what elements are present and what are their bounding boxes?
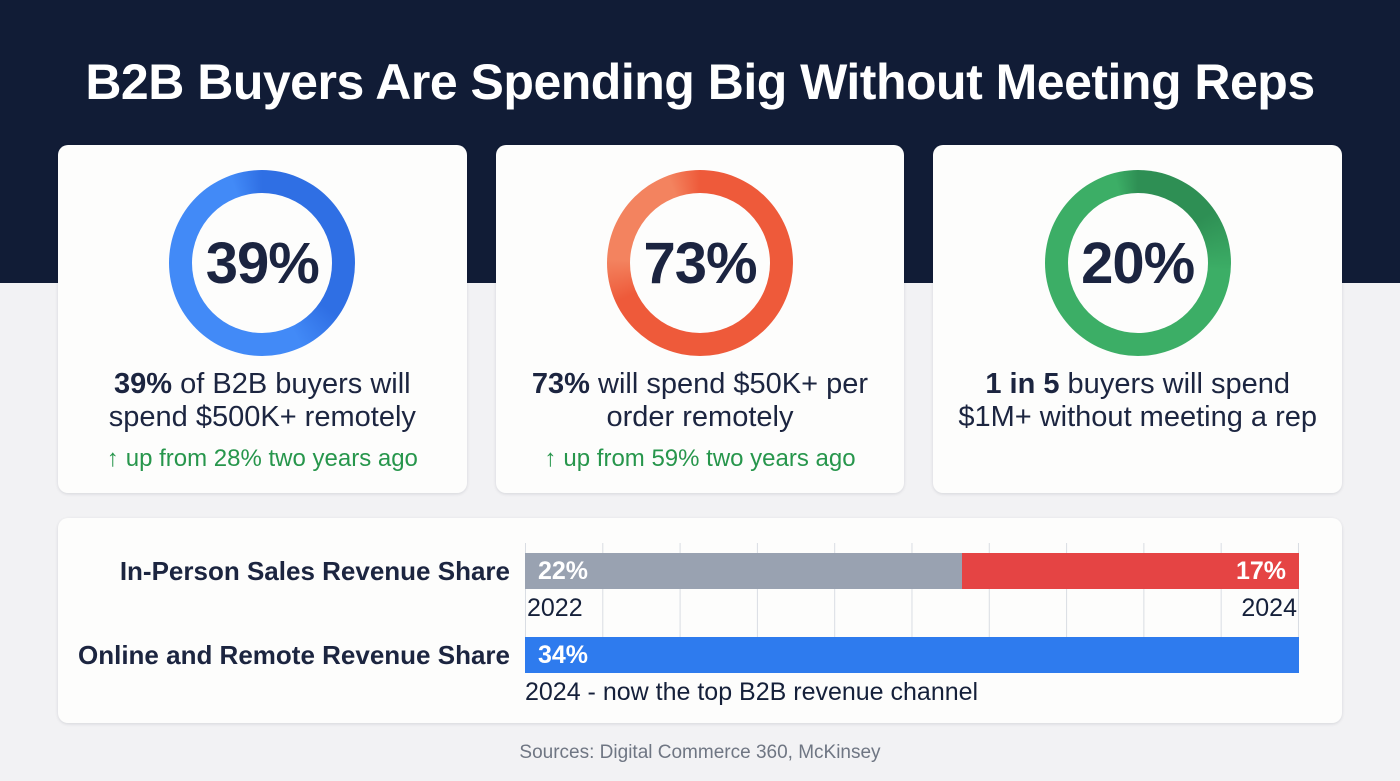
bar-2024-red: 17% [961,553,1299,589]
stat-description-rest: will spend $50K+ per order remotely [589,368,869,433]
bar-value-17: 17% [1235,556,1286,585]
donut-chart-blue: 39% [169,170,356,356]
sources-note: Sources: Digital Commerce 360, McKinsey [519,742,881,763]
online-bar-row: 34% [525,637,1299,673]
bar-2022-gray: 22% [525,553,962,589]
donut-chart-green: 20% [1044,170,1231,356]
trend-note: ↑ up from 28% two years ago [107,445,418,473]
donut-value: 39% [205,230,320,296]
stat-card-1m: 20% 1 in 5 buyers will spend $1M+ withou… [933,145,1343,493]
donut-center: 73% [630,193,770,333]
revenue-chart-card: In-Person Sales Revenue Share Online and… [58,518,1342,723]
donut-center: 20% [1067,193,1208,333]
bar-2024-blue: 34% [525,637,1299,673]
trend-text: up from 59% two years ago [563,445,856,472]
stat-description: 1 in 5 buyers will spend $1M+ without me… [953,368,1323,434]
donut-value: 73% [643,230,757,296]
stat-description-rest: buyers will spend $1M+ without meeting a… [958,368,1318,433]
revenue-chart: In-Person Sales Revenue Share Online and… [58,518,1342,711]
trend-note: ↑ up from 59% two years ago [544,445,855,473]
stat-card-50k: 73% 73% will spend $50K+ per order remot… [495,145,905,493]
bar-value-22: 22% [538,556,589,585]
stat-description-bold: 1 in 5 [985,368,1060,400]
bar-value-34: 34% [538,640,589,669]
donut-center: 39% [192,193,333,333]
up-arrow-icon: ↑ [106,445,119,472]
donut-value: 20% [1081,230,1195,296]
row-label-online: Online and Remote Revenue Share [77,639,510,670]
stat-cards-row: 39% 39% of B2B buyers will spend $500K+ … [58,145,1343,493]
row-label-in-person: In-Person Sales Revenue Share [119,555,510,586]
stat-description: 73% will spend $50K+ per order remotely [515,368,885,434]
up-arrow-icon: ↑ [544,445,557,472]
stat-description-bold: 39% [114,368,173,400]
stat-description-bold: 73% [531,368,590,400]
year-label-2022: 2022 [527,593,583,622]
trend-text: up from 28% two years ago [125,445,418,472]
stat-card-500k: 39% 39% of B2B buyers will spend $500K+ … [58,145,467,493]
year-label-2024: 2024 [1241,593,1297,622]
stat-description: 39% of B2B buyers will spend $500K+ remo… [77,368,447,434]
chart-caption: 2024 - now the top B2B revenue channel [525,677,979,706]
donut-chart-orange: 73% [607,170,793,356]
page-title: B2B Buyers Are Spending Big Without Meet… [85,54,1315,110]
year-labels-row: 2022 2024 [525,589,1299,627]
stat-description-rest: of B2B buyers will spend $500K+ remotely [108,368,416,433]
in-person-bar-row: 22% 17% [525,553,1299,589]
